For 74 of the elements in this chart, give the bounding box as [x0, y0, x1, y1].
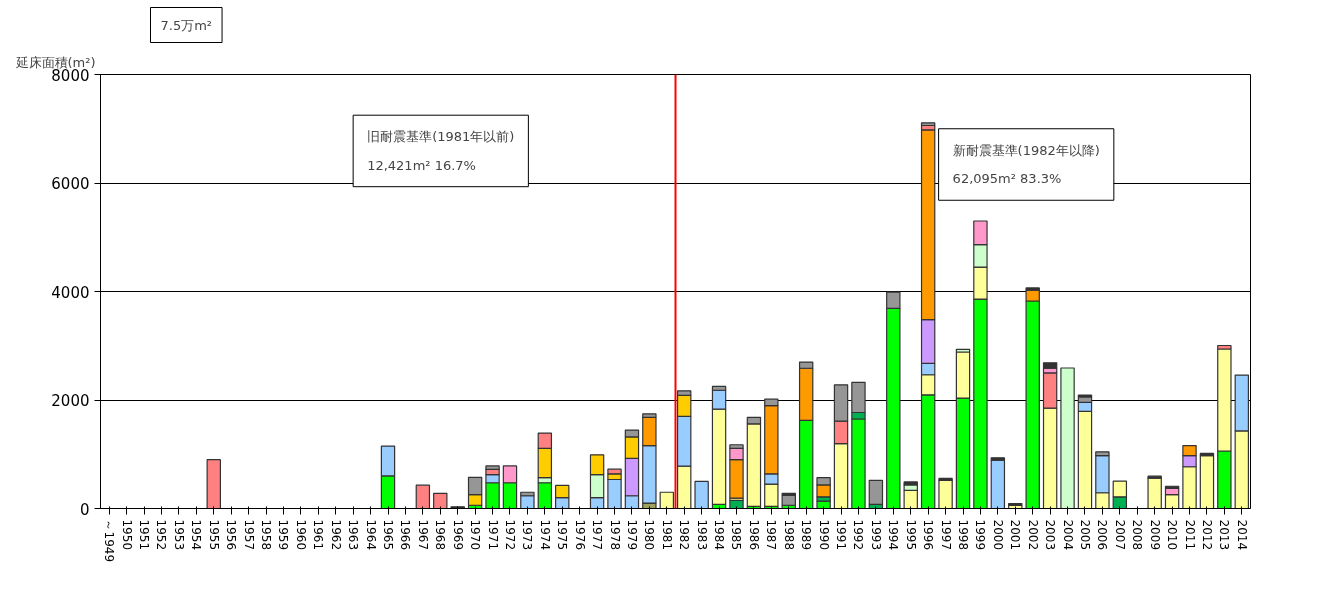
- x-tick-label: 1969: [450, 519, 465, 551]
- x-tick-label: 1981: [659, 519, 674, 551]
- x-tick-label: 1950: [119, 519, 134, 551]
- x-tick-label: 1960: [293, 519, 308, 551]
- x-tick-label: 2006: [1095, 519, 1110, 551]
- x-tick-label: 1986: [746, 519, 761, 551]
- x-tick-label: 1963: [346, 519, 361, 551]
- x-tick-label: 1980: [642, 519, 657, 551]
- y-tick-label: 2000: [51, 392, 90, 410]
- x-tick-label: 2007: [1112, 519, 1127, 551]
- x-tick-label: 1990: [816, 519, 831, 551]
- x-tick-label: 1968: [433, 519, 448, 551]
- x-tick-label: 1967: [415, 519, 430, 551]
- x-tick-label: 2014: [1234, 519, 1249, 551]
- x-tick-label: 2008: [1130, 519, 1145, 551]
- x-tick-label: 1955: [206, 519, 221, 551]
- x-tick-label: ～1949: [102, 519, 117, 563]
- annotation: 新耐震基準(1982年以降) 62,095m² 83.3%: [952, 142, 1100, 187]
- x-tick-label: 1951: [137, 519, 152, 551]
- x-tick-label: 1985: [729, 519, 744, 551]
- x-tick-label: 1983: [694, 519, 709, 551]
- x-tick-label: 2001: [1008, 519, 1023, 551]
- x-tick-label: 2013: [1217, 519, 1232, 551]
- x-tick-label: 1970: [468, 519, 483, 551]
- x-tick-label: 2012: [1199, 519, 1214, 551]
- x-tick-label: 2004: [1060, 519, 1075, 551]
- x-tick-label: 1961: [311, 519, 326, 551]
- annotation: 旧耐震基準(1981年以前) 12,421m² 16.7%: [367, 129, 515, 173]
- x-tick-label: 1952: [154, 519, 169, 551]
- x-tick-label: 1991: [834, 519, 849, 551]
- x-tick-label: 1996: [921, 519, 936, 551]
- y-tick-label: 0: [79, 500, 90, 519]
- x-tick-label: 1988: [781, 519, 796, 551]
- x-tick-label: 1962: [328, 519, 343, 551]
- x-tick-label: 1997: [938, 519, 953, 551]
- x-tick-label: 1982: [677, 519, 692, 551]
- x-tick-label: 1971: [485, 519, 500, 551]
- x-tick-label: 1957: [241, 519, 256, 551]
- x-tick-label: 1959: [276, 519, 291, 551]
- x-tick-label: 2002: [1025, 519, 1040, 551]
- x-tick-label: 1994: [886, 519, 901, 551]
- y-axis-title: 延床面積(m²): [14, 54, 96, 70]
- x-tick-label: 1995: [903, 519, 918, 551]
- x-tick-label: 1972: [502, 519, 517, 551]
- x-tick-label: 1979: [624, 519, 639, 551]
- x-tick-label: 1964: [363, 519, 378, 551]
- x-tick-label: 1992: [851, 519, 866, 551]
- x-tick-label: 1984: [712, 519, 727, 551]
- x-tick-label: 1954: [189, 519, 204, 551]
- x-tick-label: 1965: [381, 519, 395, 551]
- x-tick-label: 1956: [224, 519, 239, 551]
- x-tick-label: 1966: [398, 519, 413, 551]
- x-tick-label: 1958: [259, 519, 274, 551]
- x-tick-label: 1975: [555, 519, 570, 551]
- x-tick-label: 2011: [1182, 519, 1197, 551]
- x-tick-label: 2000: [990, 519, 1005, 551]
- x-tick-label: 1976: [572, 519, 587, 551]
- x-tick-label: 2009: [1147, 519, 1162, 551]
- y-tick-label: 6000: [51, 175, 90, 193]
- x-tick-label: 1987: [764, 519, 779, 551]
- y-tick-label: 4000: [51, 283, 90, 302]
- x-tick-label: 1953: [171, 519, 186, 551]
- x-tick-label: 1999: [973, 519, 988, 551]
- x-tick-label: 1989: [799, 519, 814, 551]
- x-tick-label: 1973: [520, 519, 535, 551]
- x-tick-label: 1977: [590, 519, 605, 551]
- x-tick-label: 2010: [1165, 519, 1180, 551]
- x-tick-label: 2003: [1043, 519, 1058, 551]
- chart-title: 7.5万m²: [160, 17, 213, 33]
- x-tick-label: 1998: [956, 519, 970, 551]
- x-tick-label: 2005: [1077, 519, 1092, 551]
- x-tick-label: 1974: [537, 519, 552, 551]
- x-tick-label: 1978: [607, 519, 622, 551]
- x-tick-label: 1993: [868, 519, 883, 551]
